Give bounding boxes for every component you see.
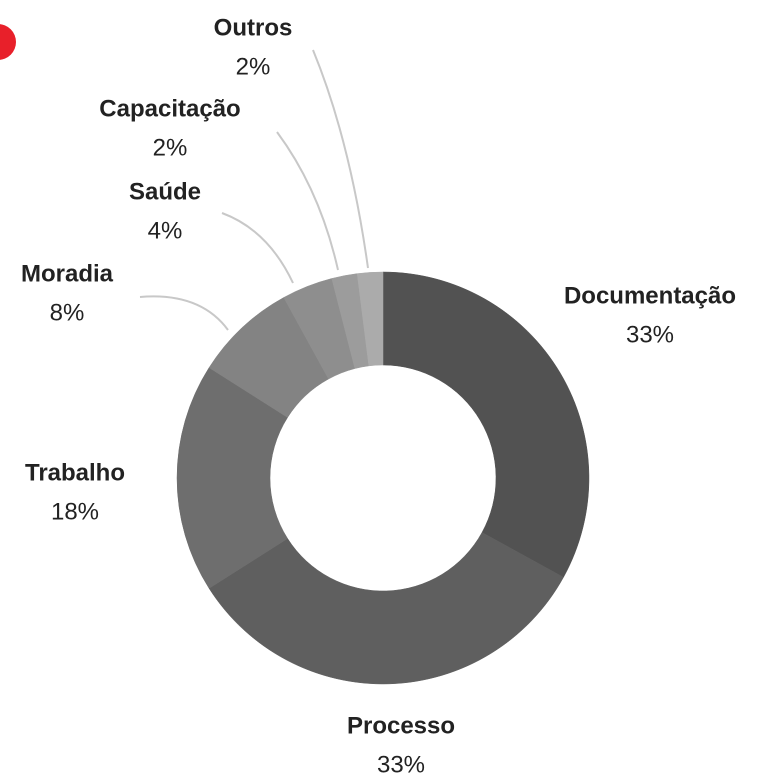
slice-label: Processo: [347, 712, 455, 739]
slice-label: Documentação: [564, 282, 736, 309]
slice-value: 2%: [236, 53, 271, 80]
leader-line: [139, 295, 229, 331]
slice-label: Saúde: [129, 178, 201, 205]
leader-line: [276, 131, 339, 271]
slice-value: 4%: [148, 217, 183, 244]
slice-value: 2%: [153, 134, 188, 161]
slice-label: Moradia: [21, 260, 114, 287]
decoration: [0, 24, 16, 60]
leader-line: [312, 49, 369, 269]
donut-slice: [382, 271, 590, 578]
slice-value: 18%: [51, 498, 99, 525]
slice-label: Trabalho: [25, 459, 125, 486]
slice-value: 33%: [377, 751, 425, 778]
slice-value: 8%: [50, 299, 85, 326]
donut-slice: [356, 271, 384, 367]
leader-line: [221, 212, 294, 284]
donut-slice: [208, 532, 564, 685]
slice-label: Capacitação: [99, 95, 240, 122]
donut-slice: [176, 367, 288, 589]
slice-value: 33%: [626, 321, 674, 348]
slice-label: Outros: [214, 14, 293, 41]
